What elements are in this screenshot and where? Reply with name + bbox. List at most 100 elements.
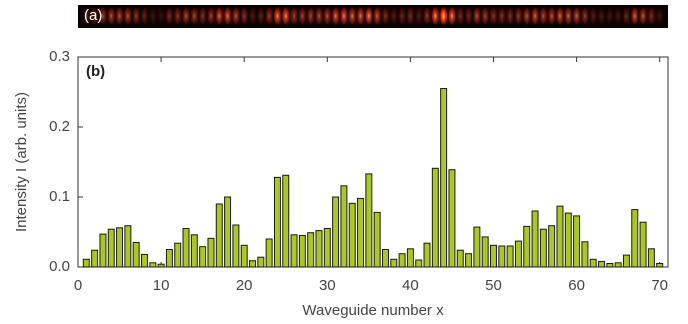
intensity-spot [140,6,149,26]
intensity-spot [256,6,265,26]
intensity-spot [398,6,407,26]
intensity-spot [389,6,398,26]
bar [133,243,139,268]
bar [565,213,571,267]
x-tick-label: 0 [74,277,82,294]
intensity-spot [531,6,540,26]
intensity-spot [165,6,174,26]
bar [100,234,106,267]
intensity-spot [115,6,124,26]
intensity-spot [614,6,623,26]
bar [291,235,297,267]
intensity-spot [157,6,166,26]
bar [549,226,555,267]
bar [590,259,596,267]
intensity-spot [290,6,299,26]
bar [225,197,231,267]
bar [424,243,430,267]
intensity-spot [630,6,639,26]
chart: (a) (b) Waveguide number x Intensity I (… [0,0,688,324]
bar [233,225,239,267]
intensity-spot [622,6,631,26]
bar [457,250,463,267]
intensity-spot [481,6,490,26]
bar [382,250,388,268]
intensity-spot [597,6,606,26]
x-tick-label: 60 [568,277,585,294]
intensity-spot [489,6,498,26]
bar [449,170,455,267]
intensity-spot [373,6,382,26]
intensity-spot [215,6,224,26]
intensity-spot [331,6,340,26]
bar [640,222,646,267]
bar [141,254,147,267]
intensity-spot [589,6,598,26]
bar [407,249,413,267]
bar [391,259,397,267]
intensity-spot [364,6,373,26]
intensity-spot [198,6,207,26]
intensity-spot [522,6,531,26]
intensity-spot [132,6,141,26]
x-tick-label: 40 [402,277,419,294]
bar [175,243,181,267]
bar [582,242,588,267]
bar [499,246,505,267]
bar [308,233,314,267]
bar [108,229,114,267]
bar [366,174,372,267]
bar [150,263,156,267]
intensity-spot [572,6,581,26]
x-tick-label: 20 [236,277,253,294]
bar [466,254,472,267]
x-tick-label: 50 [485,277,502,294]
bar [283,175,289,267]
intensity-spot [240,6,249,26]
bar [92,250,98,267]
intensity-spot [123,6,132,26]
bar [557,206,563,267]
bar [474,227,480,267]
intensity-spot [323,6,332,26]
intensity-spot [539,6,548,26]
intensity-spot [447,6,456,26]
intensity-spot [406,6,415,26]
bar [657,264,663,268]
intensity-spot [348,6,357,26]
intensity-spot [547,6,556,26]
intensity-spot [265,6,274,26]
bar [574,216,580,267]
bar [258,257,264,267]
intensity-spot [497,6,506,26]
x-tick-label: 10 [153,277,170,294]
intensity-spot [190,6,199,26]
bar [615,263,621,267]
bar [399,254,405,267]
bar [316,231,322,267]
bar [324,229,330,268]
intensity-spot [506,6,515,26]
bar [349,203,355,267]
bar [540,229,546,267]
bar [183,229,189,268]
bar [125,226,131,267]
intensity-spot [514,6,523,26]
intensity-spot [281,6,290,26]
intensity-spot [306,6,315,26]
intensity-spot [381,6,390,26]
bar [266,239,272,267]
y-tick-label: 0.3 [49,48,70,65]
bar [524,226,530,267]
intensity-spot [231,6,240,26]
x-tick-label: 30 [319,277,336,294]
panel-label: (a) [84,7,102,24]
intensity-spot [605,6,614,26]
bar [515,241,521,267]
intensity-spot [639,6,648,26]
bar [482,237,488,267]
bar [599,261,605,267]
intensity-spot [356,6,365,26]
bar [607,264,613,268]
intensity-spot [464,6,473,26]
